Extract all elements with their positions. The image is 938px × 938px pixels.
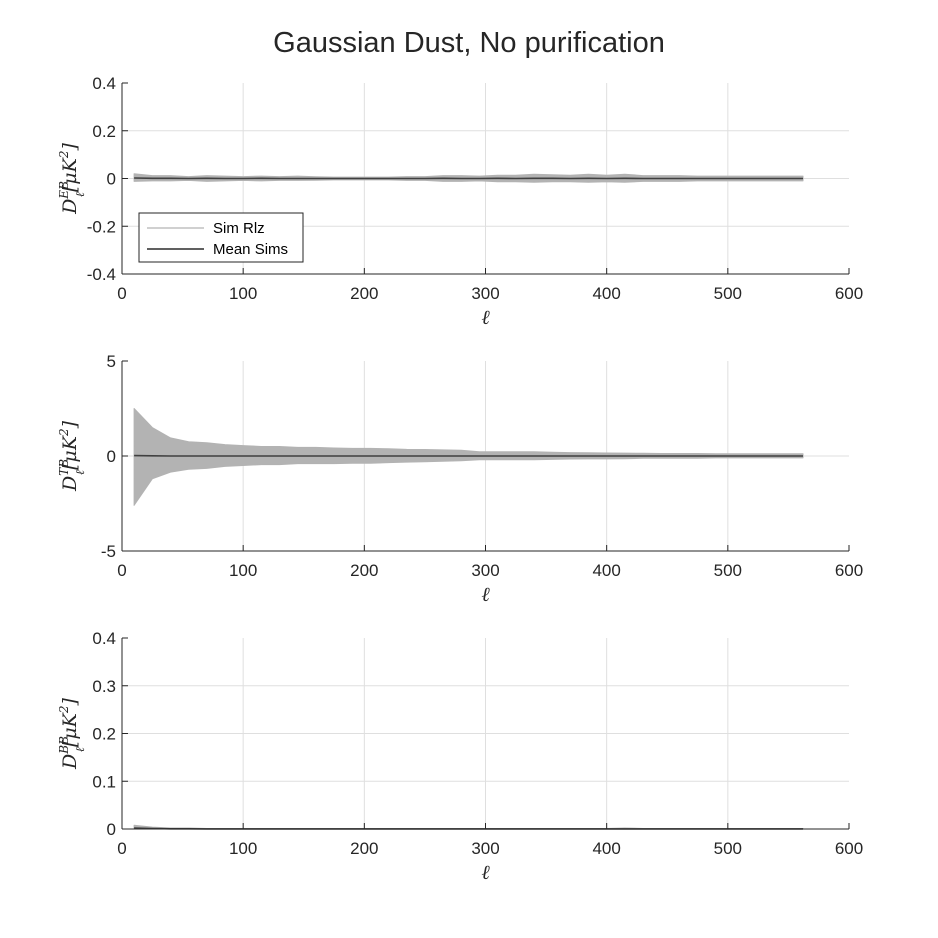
- x-tick-label: 400: [592, 284, 620, 303]
- y-axis-label-part: [μK: [59, 711, 81, 747]
- y-axis-label-part: ]: [59, 420, 81, 429]
- y-axis-label-part: ℓ: [73, 747, 87, 752]
- y-tick-label: 0: [107, 447, 116, 466]
- y-axis-label-part: D: [59, 754, 81, 770]
- x-tick-label: 500: [714, 561, 742, 580]
- y-axis-label-part: TB: [57, 459, 71, 476]
- y-axis-label-part: [μK: [59, 434, 81, 470]
- y-axis-label-part: ]: [59, 143, 81, 152]
- y-axis-label-part: 2: [57, 151, 71, 160]
- y-tick-label: 0.4: [92, 74, 116, 93]
- y-tick-label: -0.2: [87, 217, 116, 236]
- y-axis-label: DEB ℓ[μK2]: [57, 143, 87, 215]
- series-sim-rlz-band: [133, 408, 804, 506]
- y-tick-label: -0.4: [87, 265, 116, 284]
- series-mean-sims-line: [134, 177, 803, 180]
- y-axis-label-part: D: [59, 476, 81, 492]
- y-axis-label-part: 2: [57, 428, 71, 437]
- y-axis-label-part: ℓ: [73, 192, 87, 197]
- y-tick-label: 5: [107, 352, 116, 371]
- figure-title: Gaussian Dust, No purification: [273, 27, 665, 59]
- y-axis-label-part: BB: [57, 736, 71, 755]
- x-tick-label: 300: [471, 839, 499, 858]
- y-tick-label: 0.3: [92, 677, 116, 696]
- x-tick-label: 500: [714, 284, 742, 303]
- legend: Sim Rlz Mean Sims: [138, 212, 304, 263]
- y-tick-label: 0: [107, 170, 116, 189]
- x-tick-label: 500: [714, 839, 742, 858]
- x-tick-label: 100: [229, 839, 257, 858]
- y-axis-label-part: [μK: [59, 156, 81, 192]
- y-tick-label: 0.2: [92, 122, 116, 141]
- x-axis-label: ℓ: [481, 582, 490, 606]
- x-tick-label: 200: [350, 839, 378, 858]
- y-tick-label: 0.4: [92, 629, 116, 648]
- y-tick-label: 0.1: [92, 772, 116, 791]
- x-tick-label: 200: [350, 284, 378, 303]
- y-axis-label-part: EB: [57, 181, 71, 200]
- x-tick-label: 0: [117, 284, 126, 303]
- x-tick-label: 200: [350, 561, 378, 580]
- x-tick-label: 600: [835, 561, 863, 580]
- x-tick-label: 400: [592, 561, 620, 580]
- x-tick-label: 600: [835, 284, 863, 303]
- x-tick-label: 100: [229, 561, 257, 580]
- y-axis-label: DBB ℓ[μK2]: [57, 697, 87, 769]
- y-axis-label-part: D: [59, 199, 81, 215]
- x-axis-label: ℓ: [481, 860, 490, 884]
- legend-box: [138, 212, 304, 263]
- y-tick-label: -5: [101, 542, 116, 561]
- x-tick-label: 400: [592, 839, 620, 858]
- x-tick-label: 0: [117, 839, 126, 858]
- y-tick-label: 0: [107, 820, 116, 839]
- y-tick-label: 0.2: [92, 725, 116, 744]
- x-tick-label: 300: [471, 561, 499, 580]
- y-axis-label-part: ℓ: [73, 470, 87, 475]
- y-axis-label-part: ]: [59, 697, 81, 706]
- legend-entry-label: Mean Sims: [213, 241, 288, 258]
- x-tick-label: 0: [117, 561, 126, 580]
- y-axis-label-part: 2: [57, 705, 71, 714]
- y-axis-label: DTB ℓ[μK2]: [57, 420, 87, 492]
- legend-entry-label: Sim Rlz: [213, 220, 265, 237]
- x-tick-label: 100: [229, 284, 257, 303]
- x-tick-label: 600: [835, 839, 863, 858]
- x-axis-label: ℓ: [481, 305, 490, 329]
- x-tick-label: 300: [471, 284, 499, 303]
